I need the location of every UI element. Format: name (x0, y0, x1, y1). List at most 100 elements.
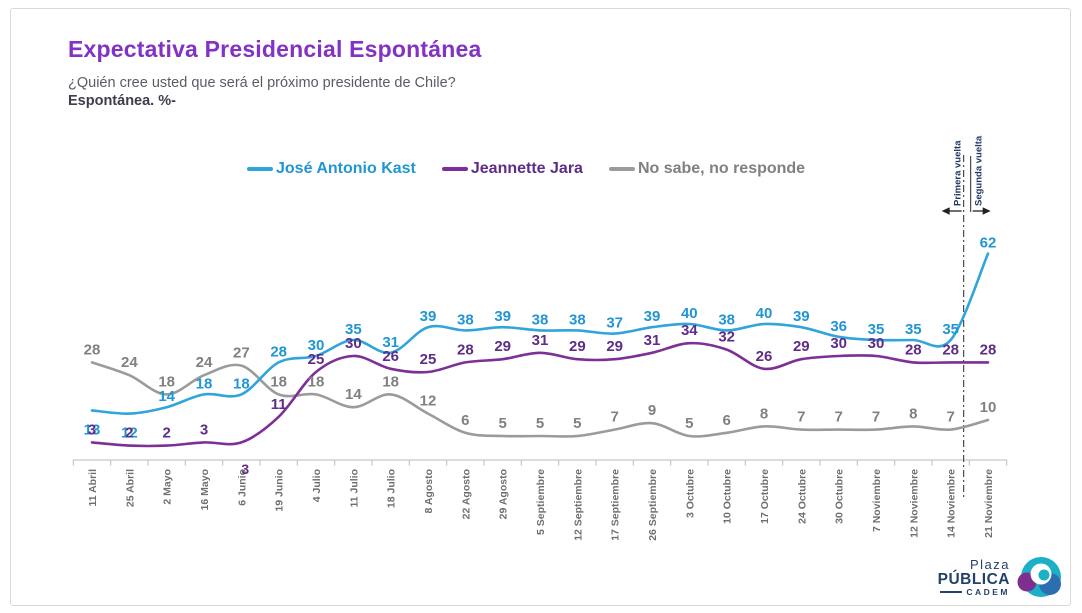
label-s2-3: 24 (196, 354, 213, 371)
axis-label-24: 21 Noviembre (983, 469, 995, 538)
label-s0-10: 38 (457, 311, 474, 328)
label-s2-19: 7 (797, 409, 805, 426)
label-s1-18: 26 (756, 348, 773, 365)
label-s1-21: 30 (868, 335, 885, 352)
axis-label-10: 22 Agosto (460, 469, 472, 519)
legend-item-0: José Antonio Kast (247, 160, 416, 178)
legend-label: Jeannette Jara (470, 160, 583, 177)
label-s2-9: 12 (420, 393, 437, 410)
label-s1-13: 29 (569, 338, 586, 355)
axis-label-2: 2 Mayo (162, 469, 174, 505)
cadem-swirl-icon (1017, 557, 1061, 597)
axis-label-9: 8 Agosto (423, 469, 435, 514)
label-s0-4: 18 (233, 375, 250, 392)
label-s1-9: 25 (420, 351, 437, 368)
header: Expectativa Presidencial Espontánea ¿Qui… (68, 36, 482, 109)
axis-label-21: 7 Noviembre (871, 469, 883, 532)
label-s0-19: 39 (793, 308, 810, 325)
label-s2-14: 7 (610, 409, 618, 426)
label-s0-3: 18 (196, 375, 213, 392)
legend-swatch (608, 167, 635, 171)
series-line-1 (90, 341, 990, 448)
label-s2-6: 18 (308, 373, 325, 390)
axis-label-0: 11 Abril (87, 469, 99, 507)
legend-swatch (441, 167, 468, 171)
label-s1-10: 28 (457, 341, 474, 358)
label-s2-17: 6 (722, 412, 730, 429)
label-s1-14: 29 (606, 338, 623, 355)
label-s1-22: 28 (905, 341, 922, 358)
label-s1-3: 3 (200, 421, 208, 438)
label-s2-11: 5 (498, 415, 506, 432)
label-s1-7: 30 (345, 335, 362, 352)
label-s2-16: 5 (685, 415, 693, 432)
label-s2-8: 18 (382, 373, 399, 390)
label-s2-2: 18 (158, 373, 175, 390)
axis-label-23: 14 Noviembre (946, 469, 958, 538)
label-s0-20: 36 (830, 318, 847, 335)
label-s1-24: 28 (980, 341, 997, 358)
label-s1-15: 31 (644, 332, 661, 349)
label-s2-22: 8 (909, 405, 917, 422)
axis-label-4: 6 Junio (236, 469, 248, 506)
label-s0-8: 31 (382, 334, 399, 351)
label-s1-0: 3 (88, 421, 96, 438)
logo-plaza: Plaza (969, 557, 1010, 573)
label-s0-18: 40 (756, 305, 773, 322)
axis-label-3: 16 Mayo (199, 469, 211, 510)
axis-label-11: 29 Agosto (498, 469, 510, 519)
axis-label-20: 30 Octubre (834, 469, 846, 524)
label-s2-13: 5 (573, 415, 581, 432)
legend-swatch (247, 167, 273, 171)
axis-label-18: 17 Octubre (759, 469, 771, 524)
label-s1-19: 29 (793, 338, 810, 355)
series-line-0 (90, 252, 990, 415)
axis-label-16: 3 Octubre (684, 469, 696, 518)
primera-vuelta-label: Primera vuelta (953, 140, 964, 206)
logo-rule (940, 591, 963, 594)
label-s2-7: 14 (345, 386, 362, 403)
label-s0-16: 40 (681, 305, 698, 322)
label-s0-12: 38 (532, 311, 549, 328)
label-s0-13: 38 (569, 311, 586, 328)
label-s0-22: 35 (905, 321, 922, 338)
label-s1-6: 25 (308, 351, 325, 368)
label-s0-21: 35 (868, 321, 885, 338)
label-s1-12: 31 (532, 332, 549, 349)
label-s0-15: 39 (644, 308, 661, 325)
label-s1-4: 3 (241, 461, 249, 477)
label-s2-5: 18 (270, 373, 287, 390)
label-s1-16: 34 (681, 322, 698, 339)
right-arrow-head (982, 207, 991, 215)
legend-label: José Antonio Kast (276, 160, 416, 177)
label-s1-2: 2 (162, 425, 170, 442)
label-s1-23: 28 (942, 341, 959, 358)
axis-label-8: 18 Julio (386, 469, 398, 508)
label-s0-23: 35 (942, 321, 959, 338)
axis-label-5: 19 Junio (274, 469, 286, 512)
axis-label-22: 12 Noviembre (908, 469, 920, 538)
survey-subtitle: Espontánea. %- (68, 93, 176, 109)
label-s1-20: 30 (830, 335, 847, 352)
label-s2-23: 7 (946, 409, 954, 426)
axis-label-19: 24 Octubre (796, 469, 808, 524)
label-s0-0: 13 (84, 421, 101, 438)
axis-label-15: 26 Septiembre (647, 469, 659, 541)
label-s2-1: 24 (121, 354, 138, 371)
axis-label-17: 10 Octubre (722, 469, 734, 524)
survey-question: ¿Quién cree usted que será el próximo pr… (68, 75, 456, 91)
axis-label-1: 25 Abril (124, 469, 136, 507)
label-s2-4: 27 (233, 345, 250, 362)
label-s1-1: 2 (125, 425, 133, 442)
label-s0-9: 39 (420, 308, 437, 325)
label-s1-8: 26 (382, 348, 399, 365)
axis-label-12: 5 Septiembre (535, 469, 547, 535)
label-s0-1: 12 (121, 425, 138, 442)
label-s2-10: 6 (461, 412, 469, 429)
label-s1-17: 32 (718, 329, 735, 346)
axis-label-14: 17 Septiembre (610, 469, 622, 541)
label-s0-5: 28 (270, 343, 287, 360)
label-s1-5: 11 (271, 396, 287, 413)
page-title: Expectativa Presidencial Espontánea (68, 36, 482, 62)
